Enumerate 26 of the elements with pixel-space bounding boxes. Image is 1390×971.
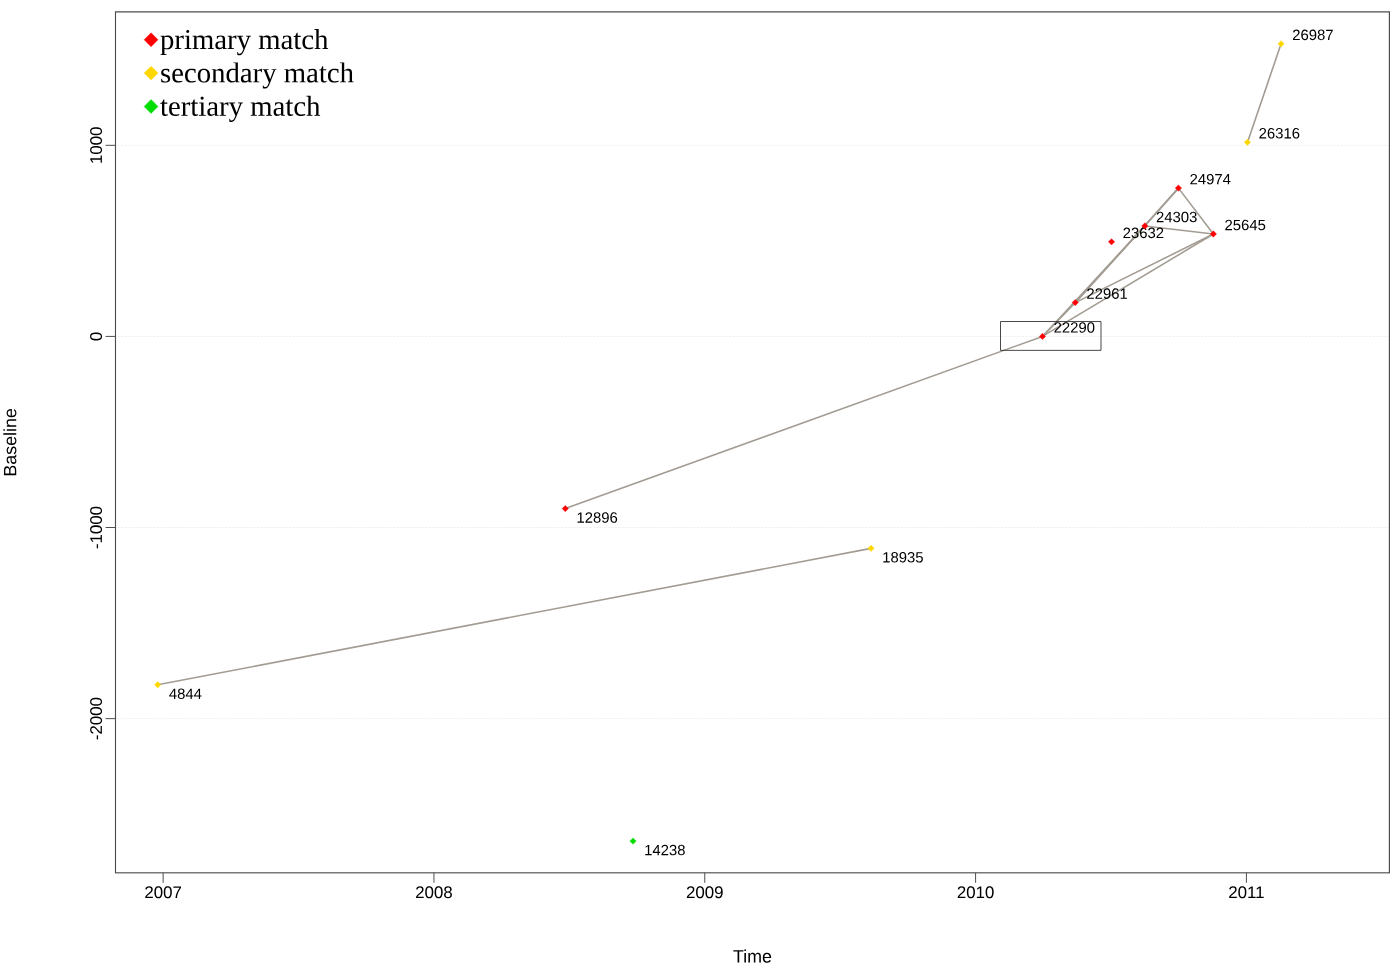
annotation: 4844 <box>169 688 202 699</box>
legend-label: tertiary match <box>160 95 321 122</box>
x-tick-label: 2009 <box>686 886 723 899</box>
legend-label: secondary match <box>161 62 354 89</box>
x-tick-label: 2008 <box>416 886 452 899</box>
annotation: 24303 <box>1156 211 1197 223</box>
annotation: 25645 <box>1225 219 1266 231</box>
annotation: 23632 <box>1123 227 1164 238</box>
annotation: 22290 <box>1054 322 1095 333</box>
annotation: 26316 <box>1259 127 1300 139</box>
annotation: 22961 <box>1087 288 1128 299</box>
y-tick-label: 0 <box>90 332 103 341</box>
annotation: 12896 <box>577 512 618 523</box>
x-tick-label: 2007 <box>145 886 182 899</box>
y-axis-title: Baseline <box>3 408 17 475</box>
annotation: 18935 <box>883 551 923 563</box>
x-axis-title: Time <box>733 949 772 963</box>
annotation: 24974 <box>1190 173 1231 185</box>
annotation: 14238 <box>645 844 685 856</box>
y-tick-label: -1000 <box>90 506 103 549</box>
y-tick-label: -2000 <box>90 697 103 740</box>
x-tick-label: 2010 <box>957 886 994 899</box>
annotation: 26987 <box>1292 29 1333 40</box>
legend-label: primary match <box>160 28 329 55</box>
x-tick-label: 2011 <box>1229 886 1264 899</box>
y-tick-label: 1000 <box>90 127 103 163</box>
